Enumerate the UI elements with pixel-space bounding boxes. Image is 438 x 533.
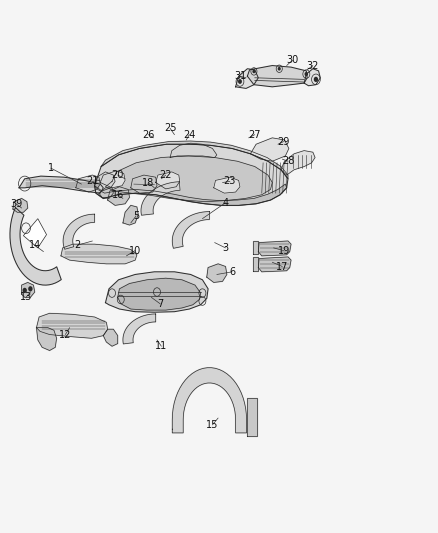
Circle shape bbox=[22, 288, 27, 293]
Polygon shape bbox=[21, 282, 35, 297]
Text: 25: 25 bbox=[164, 123, 177, 133]
Circle shape bbox=[28, 286, 32, 292]
Polygon shape bbox=[106, 272, 208, 312]
Text: 21: 21 bbox=[86, 176, 99, 187]
Polygon shape bbox=[281, 151, 315, 175]
Text: 1: 1 bbox=[48, 163, 54, 173]
Polygon shape bbox=[207, 264, 227, 282]
Text: 5: 5 bbox=[133, 211, 139, 221]
Polygon shape bbox=[155, 172, 180, 189]
Polygon shape bbox=[13, 198, 28, 212]
Polygon shape bbox=[170, 143, 217, 158]
Text: 7: 7 bbox=[157, 298, 163, 309]
Polygon shape bbox=[99, 188, 113, 198]
Polygon shape bbox=[101, 141, 288, 179]
Polygon shape bbox=[236, 69, 258, 88]
Polygon shape bbox=[251, 138, 289, 161]
Circle shape bbox=[252, 69, 255, 73]
Text: 30: 30 bbox=[286, 55, 298, 65]
Polygon shape bbox=[95, 184, 287, 205]
Text: 15: 15 bbox=[206, 420, 219, 430]
Text: 27: 27 bbox=[248, 130, 261, 140]
Text: 32: 32 bbox=[307, 61, 319, 70]
Text: 4: 4 bbox=[223, 198, 229, 208]
Polygon shape bbox=[19, 176, 103, 193]
Text: 18: 18 bbox=[142, 177, 154, 188]
Polygon shape bbox=[36, 328, 57, 351]
Polygon shape bbox=[36, 313, 108, 338]
Text: 11: 11 bbox=[155, 341, 167, 351]
Polygon shape bbox=[172, 368, 247, 433]
Polygon shape bbox=[123, 314, 155, 344]
Polygon shape bbox=[63, 214, 95, 249]
Polygon shape bbox=[214, 177, 240, 193]
Polygon shape bbox=[253, 257, 258, 271]
Polygon shape bbox=[106, 156, 272, 201]
Polygon shape bbox=[141, 182, 180, 215]
Text: 26: 26 bbox=[142, 130, 155, 140]
Polygon shape bbox=[100, 171, 125, 188]
Text: 17: 17 bbox=[276, 262, 289, 271]
Polygon shape bbox=[247, 398, 258, 435]
Text: 23: 23 bbox=[224, 176, 236, 187]
Polygon shape bbox=[131, 175, 157, 193]
Text: 29: 29 bbox=[277, 136, 290, 147]
Polygon shape bbox=[10, 207, 61, 285]
Polygon shape bbox=[108, 187, 130, 205]
Polygon shape bbox=[123, 205, 138, 225]
Polygon shape bbox=[247, 66, 307, 87]
Polygon shape bbox=[172, 212, 209, 248]
Polygon shape bbox=[304, 69, 320, 86]
Polygon shape bbox=[118, 278, 201, 310]
Polygon shape bbox=[23, 219, 46, 248]
Text: 10: 10 bbox=[129, 246, 141, 255]
Text: 12: 12 bbox=[59, 329, 71, 340]
Circle shape bbox=[238, 79, 242, 84]
Polygon shape bbox=[253, 241, 258, 254]
Text: 22: 22 bbox=[159, 170, 172, 180]
Circle shape bbox=[278, 67, 281, 70]
Text: 31: 31 bbox=[234, 71, 246, 81]
Text: 28: 28 bbox=[282, 156, 294, 166]
Polygon shape bbox=[126, 209, 135, 219]
Text: 2: 2 bbox=[74, 240, 80, 250]
Text: 20: 20 bbox=[112, 170, 124, 180]
Text: 19: 19 bbox=[278, 246, 290, 255]
Text: 39: 39 bbox=[10, 199, 22, 209]
Polygon shape bbox=[258, 257, 291, 272]
Polygon shape bbox=[76, 175, 100, 192]
Polygon shape bbox=[61, 244, 137, 264]
Text: 24: 24 bbox=[183, 130, 195, 140]
Text: 13: 13 bbox=[20, 292, 32, 302]
Text: 6: 6 bbox=[229, 267, 235, 277]
Polygon shape bbox=[95, 144, 288, 205]
Text: 14: 14 bbox=[28, 240, 41, 250]
Text: 3: 3 bbox=[223, 243, 229, 253]
Polygon shape bbox=[103, 329, 118, 346]
Polygon shape bbox=[95, 172, 115, 191]
Polygon shape bbox=[258, 241, 291, 256]
Text: 16: 16 bbox=[112, 190, 124, 200]
Circle shape bbox=[304, 72, 308, 76]
Circle shape bbox=[314, 77, 318, 82]
